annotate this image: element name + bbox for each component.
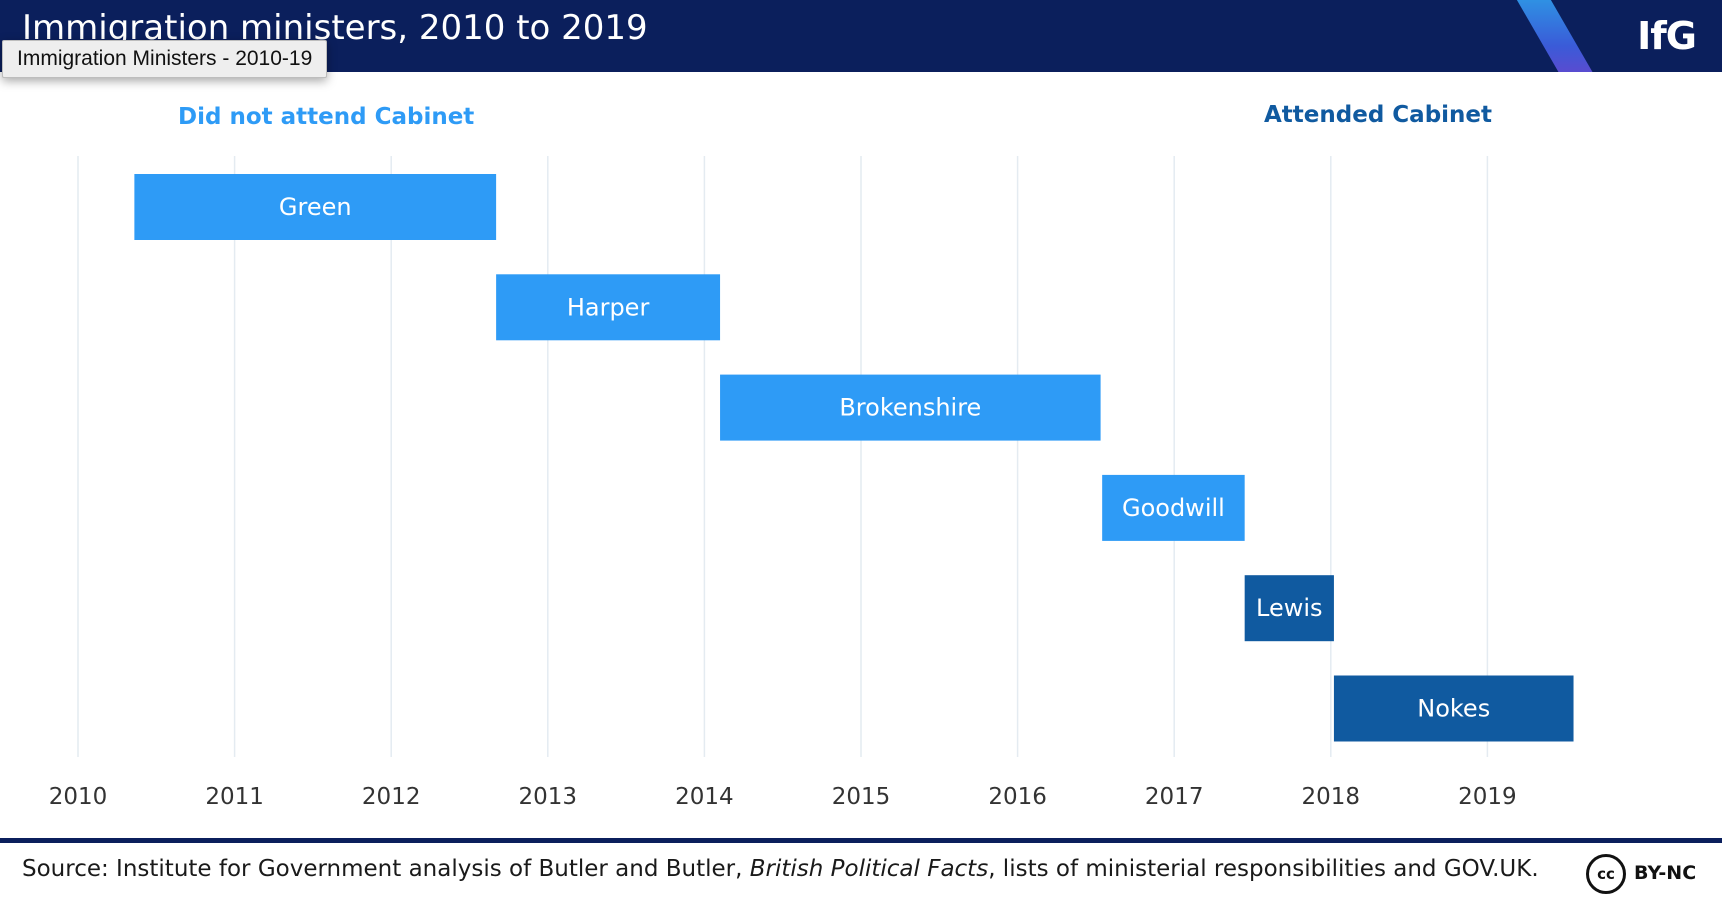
- bar-label-goodwill: Goodwill: [1122, 494, 1225, 522]
- x-tick-label: 2012: [362, 784, 421, 810]
- source-italic: British Political Facts: [749, 856, 989, 882]
- bar-nokes: [1333, 675, 1574, 742]
- bar-label-brokenshire: Brokenshire: [839, 394, 981, 422]
- legend-attended: Attended Cabinet: [1264, 102, 1493, 128]
- x-tick-label: 2014: [675, 784, 734, 810]
- source-suffix: , lists of ministerial responsibilities …: [988, 856, 1539, 882]
- bar-label-lewis: Lewis: [1256, 594, 1323, 622]
- ifg-logo: IfG: [1637, 14, 1697, 58]
- x-tick-label: 2013: [519, 784, 578, 810]
- bar-green: [134, 174, 497, 240]
- bar-brokenshire: [720, 374, 1101, 441]
- legend-not-attended: Did not attend Cabinet: [178, 104, 475, 130]
- bar-label-green: Green: [279, 193, 352, 221]
- x-tick-label: 2011: [205, 784, 264, 810]
- license-label: BY-NC: [1634, 862, 1697, 884]
- source-note: Source: Institute for Government analysi…: [22, 856, 1539, 882]
- bar-label-nokes: Nokes: [1417, 695, 1490, 723]
- x-tick-label: 2010: [49, 784, 108, 810]
- cc-icon: cc: [1586, 854, 1626, 894]
- x-tick-label: 2016: [988, 784, 1047, 810]
- bar-goodwill: [1102, 474, 1245, 541]
- x-tick-label: 2017: [1145, 784, 1204, 810]
- bar-lewis: [1244, 575, 1334, 642]
- tooltip: Immigration Ministers - 2010-19: [2, 40, 328, 78]
- bar-harper: [496, 274, 721, 341]
- x-tick-label: 2018: [1302, 784, 1361, 810]
- source-prefix: Source: Institute for Government analysi…: [22, 856, 750, 882]
- bar-label-harper: Harper: [567, 293, 650, 321]
- timeline-chart: 2010 2011 2012 2013 2014 2015 2016 2017 2018 2019…: [49, 156, 1574, 810]
- footer-divider: [0, 838, 1722, 843]
- x-tick-label: 2015: [832, 784, 891, 810]
- x-tick-label: 2019: [1458, 784, 1517, 810]
